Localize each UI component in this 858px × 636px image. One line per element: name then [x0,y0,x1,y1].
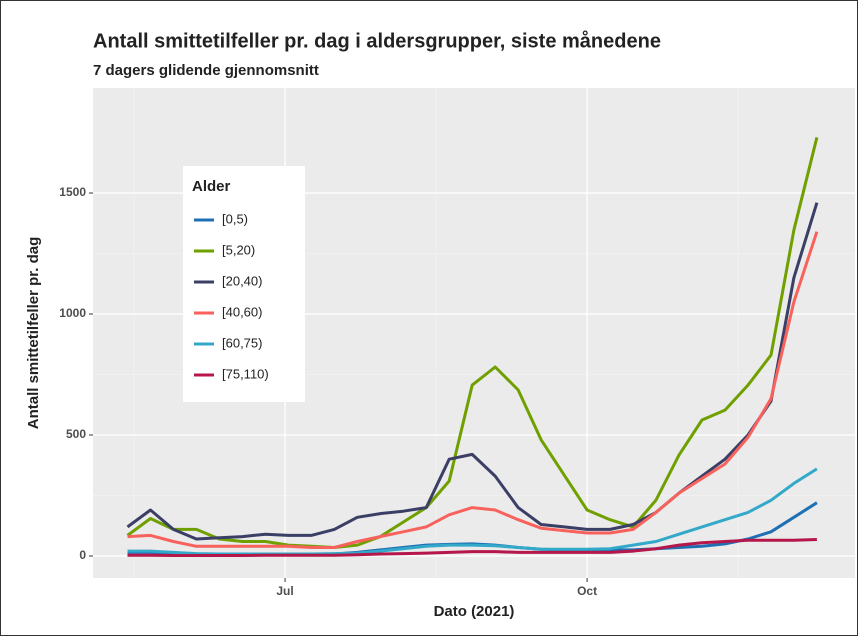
x-axis-title: Dato (2021) [434,603,515,620]
legend-label: [20,40) [222,273,262,288]
x-tick-label: Oct [577,584,597,598]
legend-box [183,166,305,402]
legend-label: [75,110) [222,366,269,381]
legend-title: Alder [192,178,231,195]
y-tick-label: 1000 [59,306,86,320]
y-axis-title: Antall smittetilfeller pr. dag [25,237,42,430]
y-tick-label: 500 [66,427,86,441]
legend-label: [60,75) [222,335,262,350]
chart-title: Antall smittetilfeller pr. dag i aldersg… [93,29,661,52]
x-tick-label: Jul [276,584,293,598]
legend-label: [0,5) [222,211,248,226]
y-tick-label: 0 [79,548,86,562]
series-line [126,202,819,541]
y-tick-label: 1500 [59,185,86,199]
series-line [127,538,817,557]
legend-label: [5,20) [222,242,255,257]
chart-subtitle: 7 dagers glidende gjennomsnitt [93,62,319,79]
series-line [127,231,819,549]
legend-label: [40,60) [222,304,262,319]
series-line [126,137,819,549]
